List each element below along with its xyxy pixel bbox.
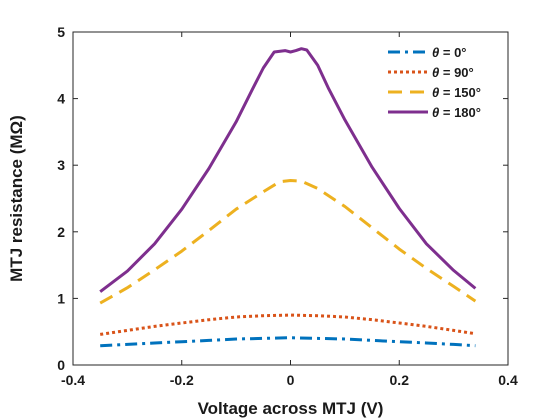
series-line-0 bbox=[100, 336, 476, 348]
legend-box bbox=[382, 40, 500, 122]
series-lines bbox=[99, 47, 477, 348]
tick-labels: -0.4 -0.2 0 0.2 0.4 0 1 2 3 4 5 bbox=[57, 24, 518, 388]
y-tick-label: 1 bbox=[57, 290, 65, 306]
series-line-3 bbox=[99, 47, 477, 293]
legend: θ = 0° θ = 90° θ = 150° θ = 180° bbox=[382, 40, 500, 122]
y-tick-label: 3 bbox=[57, 157, 65, 173]
series-line-2 bbox=[99, 179, 477, 305]
x-tick-label: 0 bbox=[287, 372, 295, 388]
legend-label-2: θ = 150° bbox=[432, 85, 481, 100]
series-line-1 bbox=[99, 313, 476, 336]
legend-label-3: θ = 180° bbox=[432, 105, 481, 120]
x-tick-label: 0.4 bbox=[498, 372, 518, 388]
legend-label-0: θ = 0° bbox=[432, 45, 467, 60]
y-axis-label: MTJ resistance (MΩ) bbox=[7, 115, 26, 282]
x-tick-label: -0.4 bbox=[61, 372, 85, 388]
y-tick-label: 0 bbox=[57, 357, 65, 373]
x-tick-label: 0.2 bbox=[390, 372, 410, 388]
y-tick-label: 2 bbox=[57, 224, 65, 240]
x-tick-label: -0.2 bbox=[170, 372, 194, 388]
ticks bbox=[72, 31, 509, 366]
y-tick-label: 5 bbox=[57, 24, 65, 40]
y-tick-label: 4 bbox=[57, 91, 65, 107]
x-axis-label: Voltage across MTJ (V) bbox=[198, 399, 384, 418]
legend-label-1: θ = 90° bbox=[432, 65, 474, 80]
